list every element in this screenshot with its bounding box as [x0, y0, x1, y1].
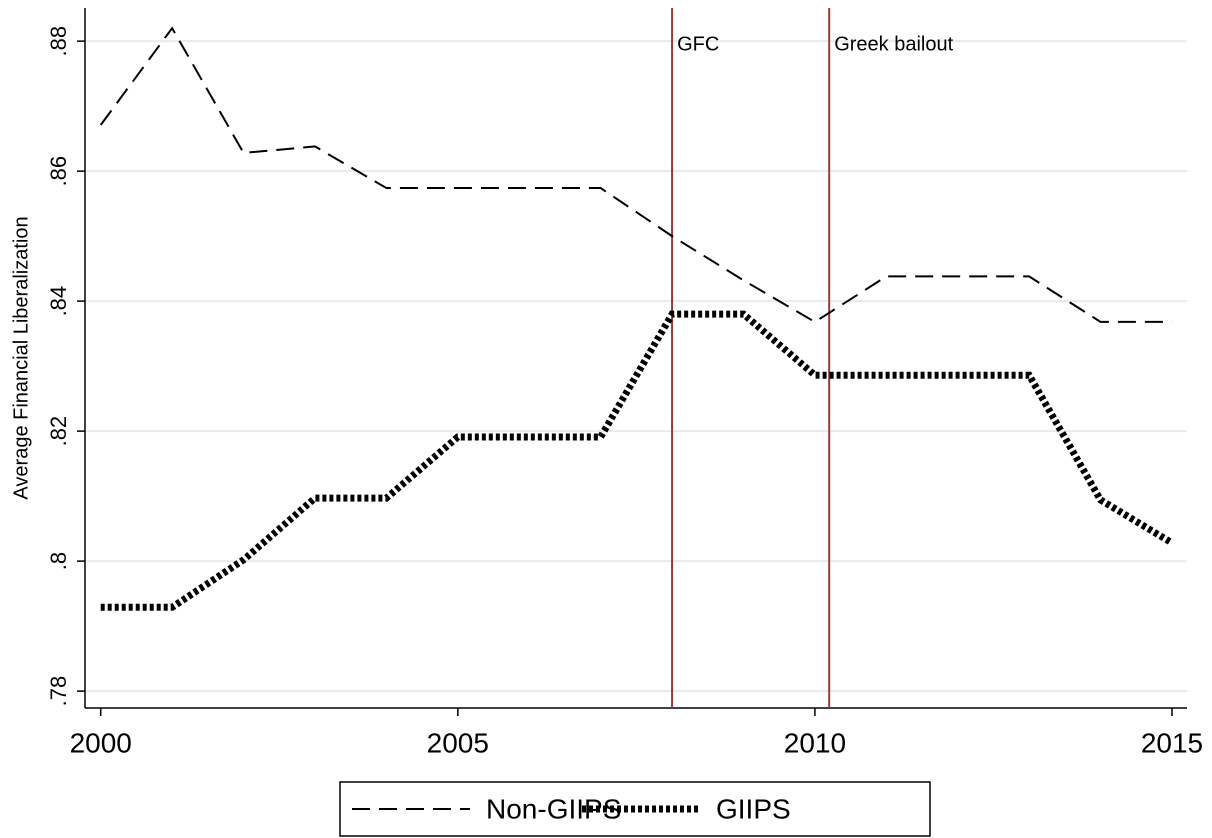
series-line — [99, 26, 1172, 324]
y-tick-label: .86 — [46, 156, 71, 187]
y-tick-label: .82 — [46, 416, 71, 447]
y-tick-label: .84 — [46, 286, 71, 317]
legend-box — [339, 781, 931, 837]
y-tick-label: .78 — [46, 676, 71, 707]
series-line — [100, 310, 1174, 611]
y-tick-label: .88 — [46, 26, 71, 57]
x-tick-label: 2000 — [70, 727, 132, 758]
x-tick-label: 2010 — [784, 727, 846, 758]
legend-label: GIIPS — [716, 793, 791, 824]
reference-label: GFC — [677, 33, 719, 55]
y-tick-label: .8 — [46, 552, 71, 570]
x-tick-label: 2015 — [1141, 727, 1203, 758]
y-axis-label: Average Financial Liberalization — [10, 216, 32, 499]
legend-label: Non-GIIPS — [486, 793, 621, 824]
x-tick-label: 2005 — [427, 727, 489, 758]
reference-label: Greek bailout — [834, 33, 953, 55]
